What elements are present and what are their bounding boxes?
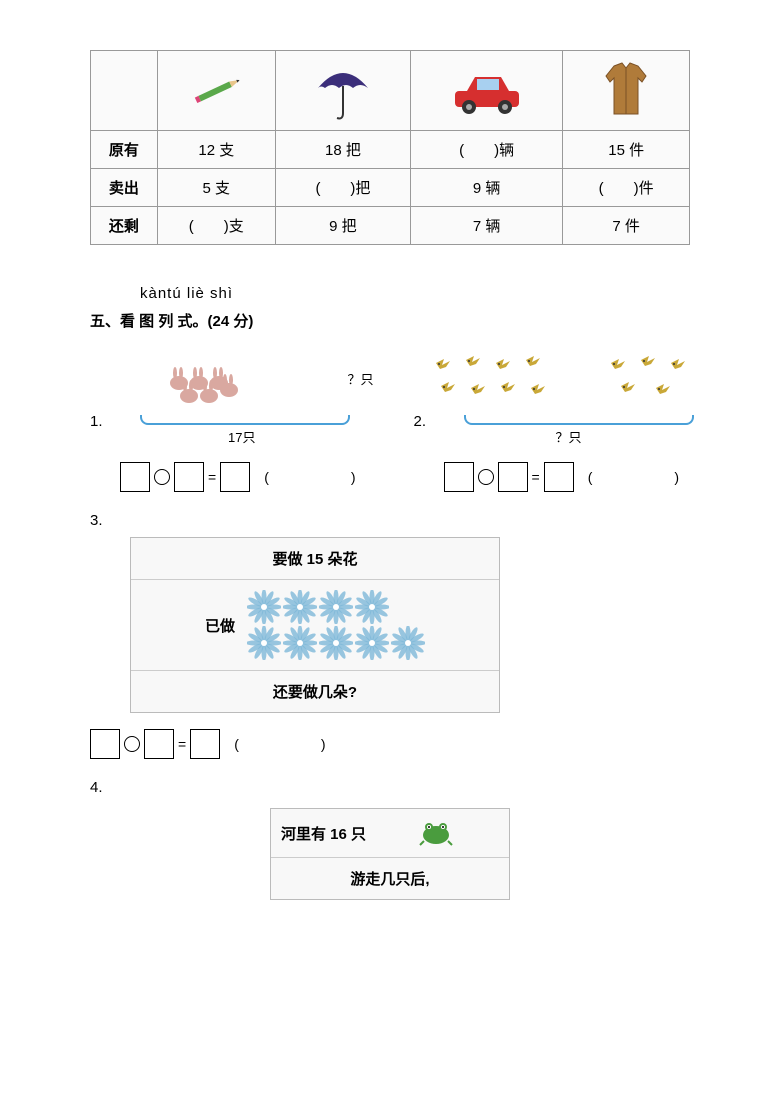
q3-number: 3. [90, 512, 103, 529]
cell: 7 辆 [411, 207, 563, 245]
q4-line1: 河里有 16 只 [281, 823, 366, 844]
cell: 7 件 [563, 207, 690, 245]
pinyin-label: kàntú liè shì [140, 285, 690, 302]
cell: ( )件 [563, 169, 690, 207]
birds-right-icon [601, 348, 691, 408]
cell: 5 支 [157, 169, 275, 207]
cell: 12 支 [157, 131, 275, 169]
cell: 18 把 [275, 131, 410, 169]
q3-question: 还要做几朵? [131, 671, 499, 712]
q2-unknown: ？只 [434, 427, 704, 446]
equation-blank[interactable]: = ( ) [444, 462, 704, 492]
problem-2: 2. ？只 = ( ) [414, 343, 704, 492]
cell: 9 辆 [411, 169, 563, 207]
equation-blank[interactable]: = ( ) [90, 729, 690, 759]
section-title: 五、看 图 列 式。(24 分) [90, 310, 690, 331]
birds-left-icon [426, 348, 556, 408]
umbrella-icon [275, 51, 410, 131]
cell: ( )支 [157, 207, 275, 245]
q2-number: 2. [414, 413, 428, 430]
problem-4-box: 河里有 16 只 游走几只后, [270, 808, 510, 900]
flowers-row-2 [247, 626, 425, 660]
q1-number: 1. [90, 413, 104, 430]
row-label: 卖出 [91, 169, 158, 207]
cell: 15 件 [563, 131, 690, 169]
problem-3-box: 要做 15 朵花 已做 还要做几朵? [130, 537, 500, 713]
problem-1: ？只 1. 17只 = ( ) [90, 343, 374, 492]
blank-header [91, 51, 158, 131]
q3-title: 要做 15 朵花 [131, 538, 499, 580]
q4-number: 4. [90, 779, 103, 796]
flowers-row-1 [247, 590, 425, 624]
rabbits-icon [164, 348, 254, 408]
q1-unknown: ？只 [348, 369, 374, 388]
equation-blank[interactable]: = ( ) [120, 462, 374, 492]
inventory-table: 原有 12 支 18 把 ( )辆 15 件 卖出 5 支 ( )把 9 辆 (… [90, 50, 690, 245]
jacket-icon [563, 51, 690, 131]
row-label: 原有 [91, 131, 158, 169]
pencil-icon [157, 51, 275, 131]
cell: ( )把 [275, 169, 410, 207]
q4-line2: 游走几只后, [271, 858, 509, 899]
cell: 9 把 [275, 207, 410, 245]
car-icon [411, 51, 563, 131]
row-label: 还剩 [91, 207, 158, 245]
cell: ( )辆 [411, 131, 563, 169]
q1-total: 17只 [110, 427, 374, 446]
q3-done-label: 已做 [205, 615, 235, 636]
frog-icon [418, 819, 454, 847]
